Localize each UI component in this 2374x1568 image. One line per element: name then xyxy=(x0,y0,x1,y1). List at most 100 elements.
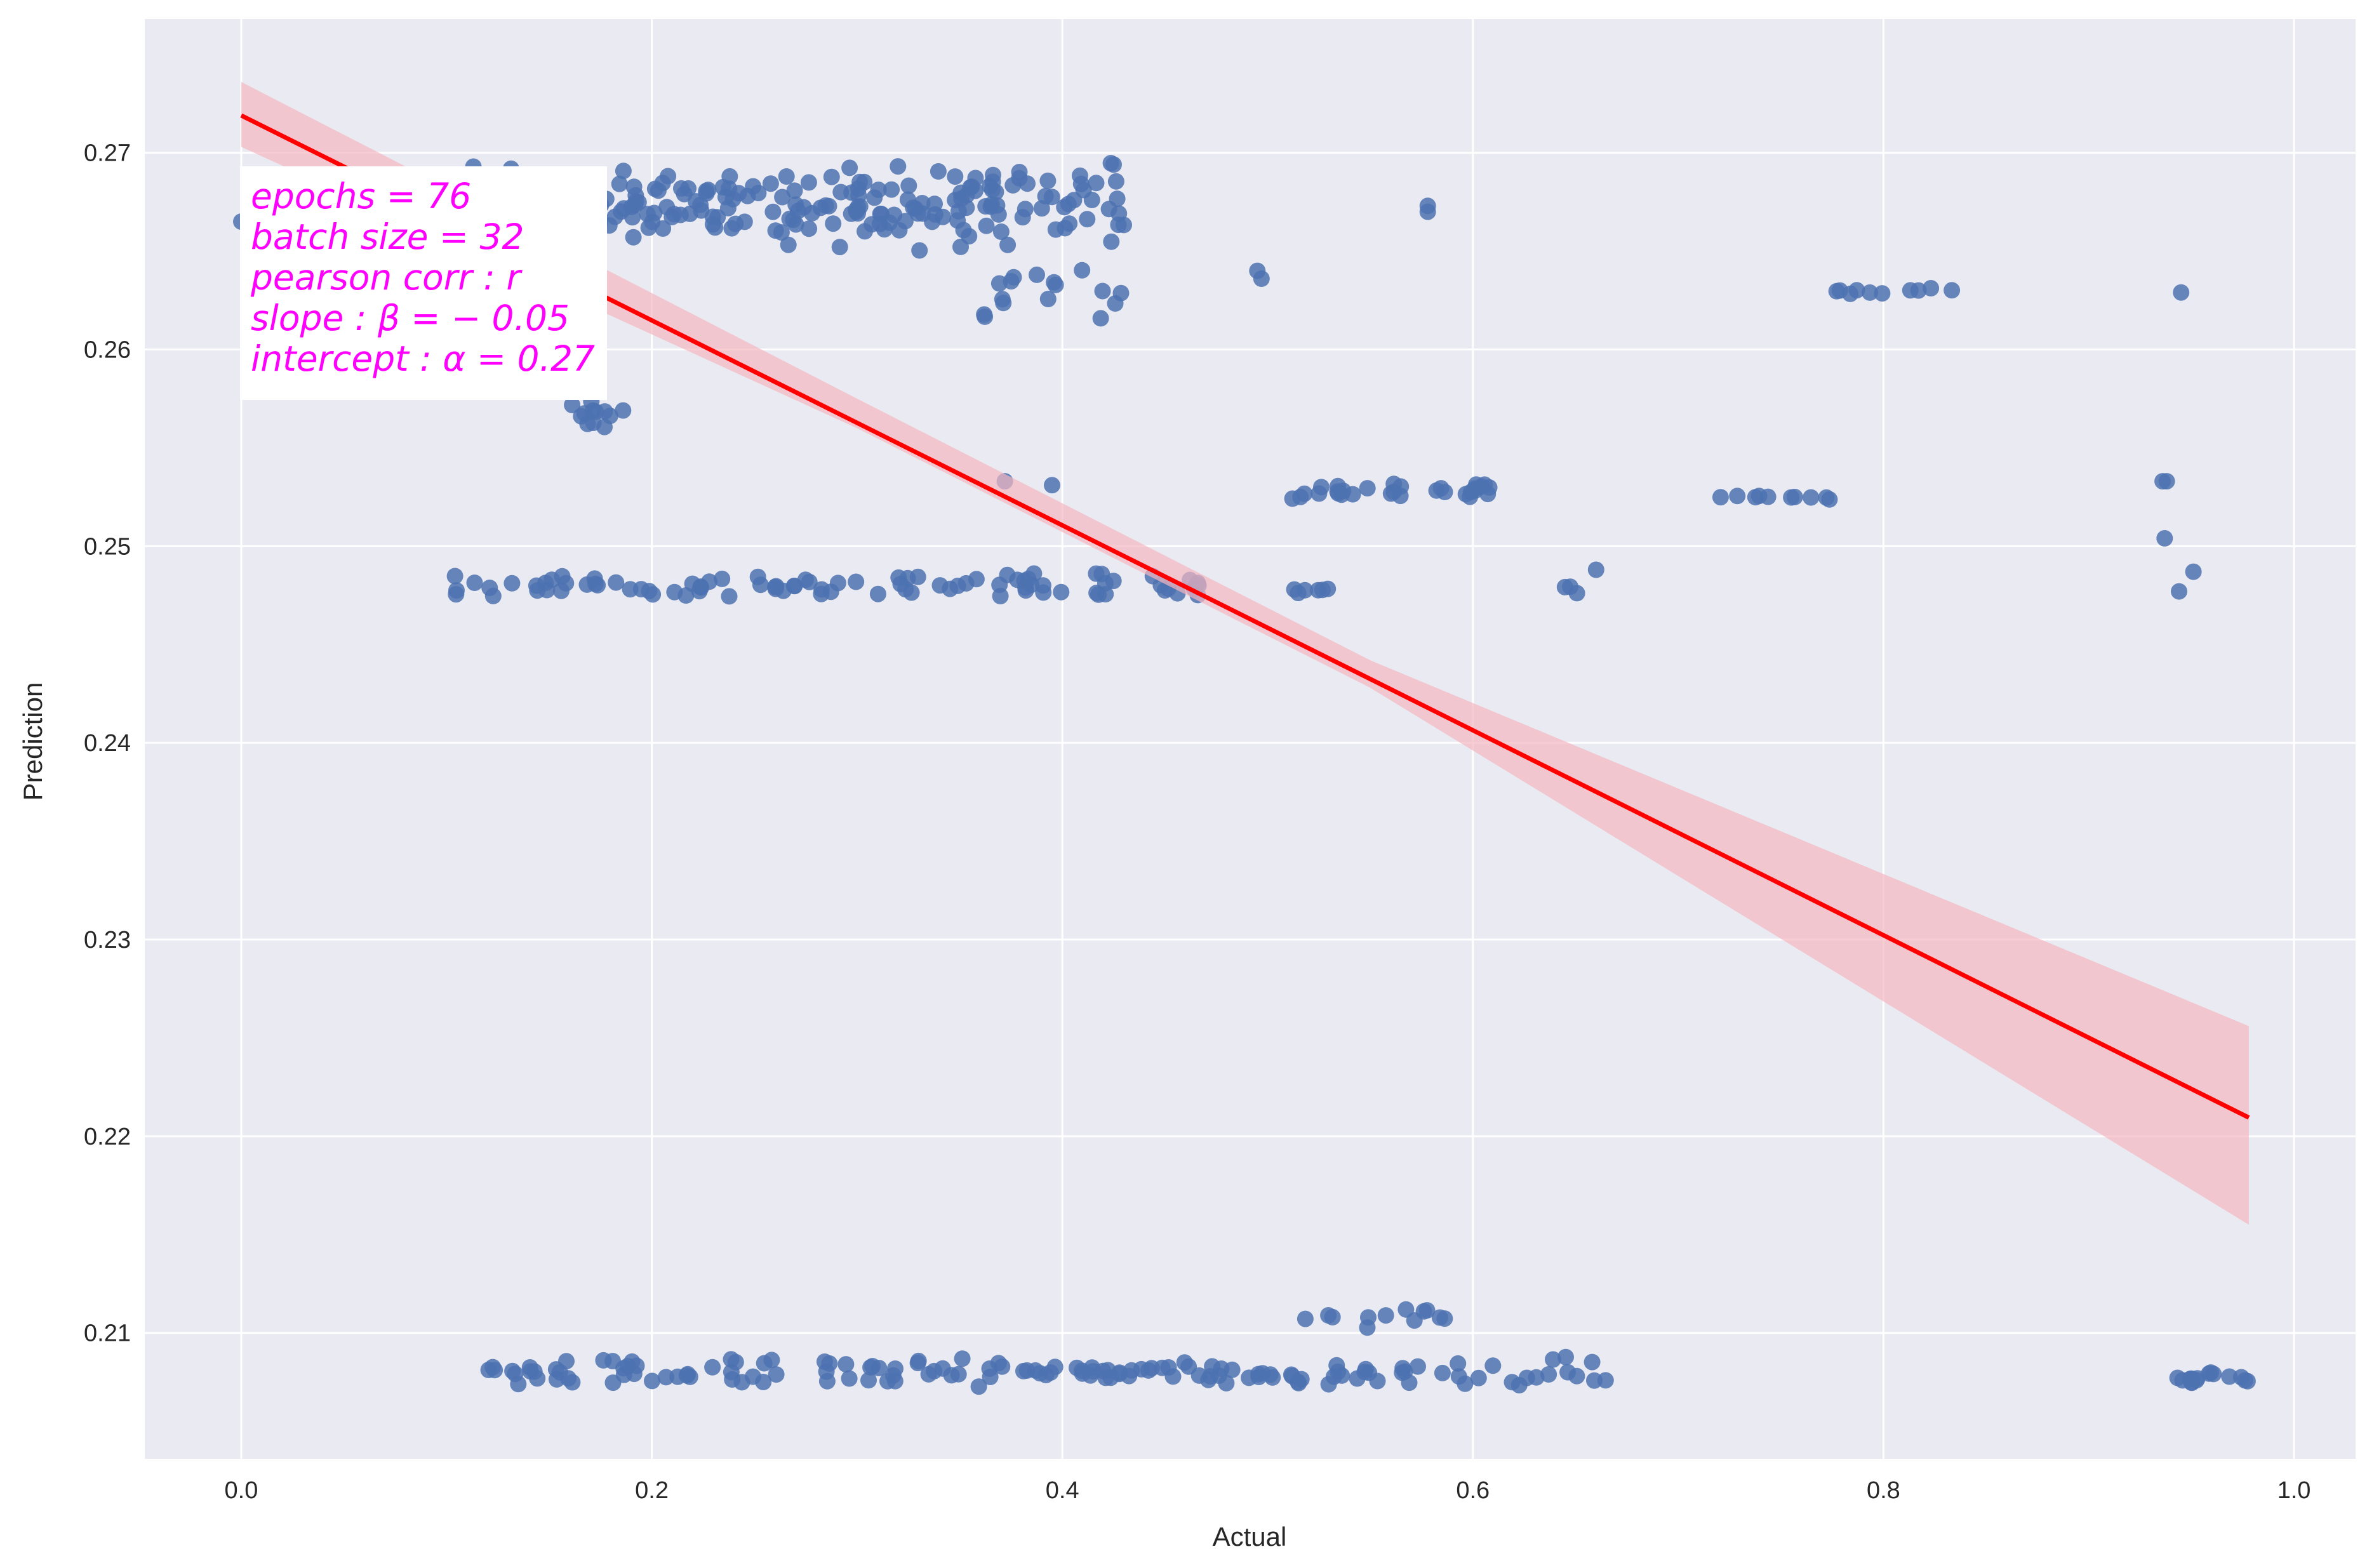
data-point xyxy=(881,214,898,231)
data-point xyxy=(1457,1375,1474,1392)
data-point xyxy=(2156,530,2173,547)
data-point xyxy=(909,1355,926,1372)
data-point xyxy=(1092,310,1109,327)
data-point xyxy=(1190,1367,1208,1384)
annotation-line-batch-size: batch size = 32 xyxy=(251,216,524,257)
data-point xyxy=(1786,488,1803,505)
data-point xyxy=(733,1374,750,1391)
data-point xyxy=(739,187,756,204)
data-point xyxy=(1060,196,1077,213)
data-point xyxy=(768,1366,785,1383)
data-point xyxy=(856,173,873,190)
annotation-box: epochs = 76 batch size = 32 pearson corr… xyxy=(240,166,607,400)
data-point xyxy=(503,575,521,592)
data-point xyxy=(773,224,790,241)
data-point xyxy=(1105,156,1122,173)
data-point xyxy=(1385,483,1403,500)
y-tick-label: 0.22 xyxy=(84,1124,131,1150)
data-point xyxy=(899,191,916,208)
data-point xyxy=(628,1357,645,1374)
data-point xyxy=(1116,216,1132,234)
data-point xyxy=(1164,1368,1182,1385)
data-point xyxy=(994,1358,1011,1375)
data-point xyxy=(486,1362,503,1379)
data-point xyxy=(879,1372,896,1390)
data-point xyxy=(615,163,632,180)
data-point xyxy=(1029,266,1045,283)
data-point xyxy=(1359,480,1376,497)
data-point xyxy=(596,403,613,420)
data-point xyxy=(1874,285,1891,302)
data-point xyxy=(1759,488,1777,505)
data-point xyxy=(892,576,909,592)
data-point xyxy=(762,175,779,192)
data-point xyxy=(841,159,858,176)
data-point xyxy=(1314,581,1331,599)
x-tick-label: 1.0 xyxy=(2277,1477,2311,1504)
data-point xyxy=(1112,284,1130,302)
data-point xyxy=(823,168,840,185)
data-point xyxy=(825,215,842,232)
data-point xyxy=(564,1374,581,1391)
data-point xyxy=(1121,1367,1138,1385)
data-point xyxy=(1457,486,1474,503)
data-point xyxy=(1037,188,1054,204)
data-point xyxy=(953,190,970,207)
x-tick-label: 0.0 xyxy=(225,1477,258,1504)
data-point xyxy=(924,213,941,230)
data-point xyxy=(691,583,708,600)
data-point xyxy=(883,181,900,198)
data-point xyxy=(789,203,806,220)
data-point xyxy=(1584,1353,1601,1371)
annotation-line-slope: slope : β = − 0.05 xyxy=(251,298,570,338)
data-point xyxy=(1003,273,1020,290)
data-point xyxy=(1377,1307,1394,1324)
data-point xyxy=(1074,1365,1091,1382)
y-tick-label: 0.24 xyxy=(84,730,131,757)
data-point xyxy=(446,568,463,585)
data-point xyxy=(1103,233,1120,250)
data-point xyxy=(615,1360,632,1377)
data-point xyxy=(926,196,943,213)
data-point xyxy=(1434,1364,1451,1381)
data-point xyxy=(1088,565,1105,582)
data-point xyxy=(930,163,947,180)
data-point xyxy=(587,575,604,592)
data-point xyxy=(564,397,581,413)
data-point xyxy=(1568,585,1585,602)
data-point xyxy=(2173,284,2190,301)
data-point xyxy=(961,228,978,245)
data-point xyxy=(2221,1368,2238,1385)
data-point xyxy=(786,182,803,199)
data-point xyxy=(977,308,994,325)
data-point xyxy=(977,198,994,215)
data-point xyxy=(934,1360,951,1377)
data-point xyxy=(484,587,502,604)
data-point xyxy=(2171,583,2187,600)
data-point xyxy=(1047,276,1064,293)
y-tick-label: 0.23 xyxy=(84,927,131,953)
data-point xyxy=(848,573,865,590)
data-point xyxy=(1090,586,1107,603)
data-point xyxy=(992,223,1010,240)
data-point xyxy=(719,199,737,216)
x-tick-label: 0.6 xyxy=(1456,1477,1490,1504)
data-point xyxy=(1156,582,1173,599)
data-point xyxy=(1042,1364,1059,1381)
data-point xyxy=(1944,282,1961,299)
data-point xyxy=(1394,1360,1411,1377)
data-point xyxy=(970,1378,987,1395)
data-point xyxy=(714,178,731,196)
data-point xyxy=(837,1356,855,1373)
data-point xyxy=(1210,1367,1227,1384)
data-point xyxy=(920,1365,937,1383)
data-point xyxy=(1568,1367,1585,1385)
data-point xyxy=(723,220,740,237)
data-point xyxy=(1079,211,1096,228)
y-tick-label: 0.27 xyxy=(84,140,131,167)
data-point xyxy=(1017,201,1034,218)
data-point xyxy=(681,1368,698,1385)
data-point xyxy=(1284,490,1301,507)
data-point xyxy=(1803,489,1820,506)
